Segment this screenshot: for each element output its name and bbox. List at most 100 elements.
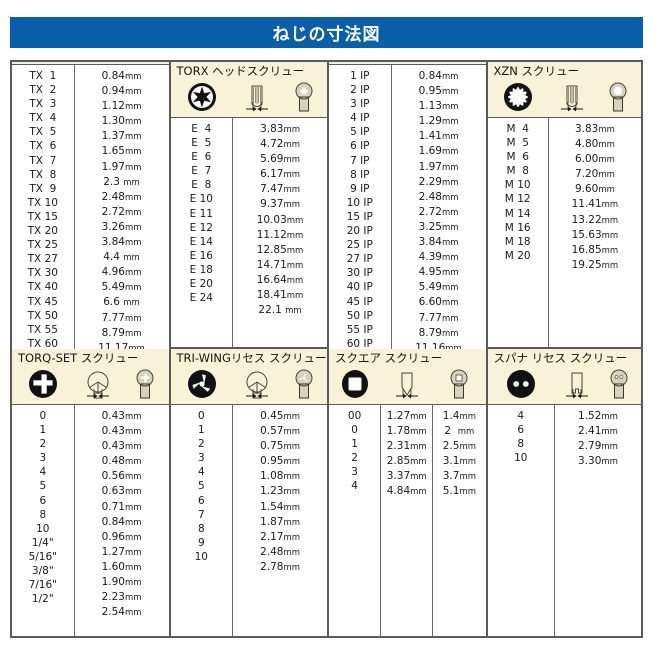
value: 1.27 bbox=[386, 410, 411, 422]
table-cell: 3.26mm bbox=[75, 220, 169, 235]
value: 2.23 bbox=[101, 591, 125, 604]
value: 8.79 bbox=[101, 326, 125, 339]
value: 6.6 bbox=[103, 296, 124, 309]
value: 3.30 bbox=[578, 455, 602, 468]
table-cell: TX 50 bbox=[27, 309, 58, 322]
value: 1.12 bbox=[101, 100, 125, 113]
table-cell: 2.17mm bbox=[233, 530, 327, 545]
unit: mm bbox=[286, 291, 304, 302]
screw-head-icon bbox=[122, 364, 169, 404]
value: 2.17 bbox=[260, 530, 284, 543]
unit: mm bbox=[283, 517, 301, 528]
page-title: ねじの寸法図 bbox=[272, 25, 381, 45]
table-cell: 3.25mm bbox=[392, 220, 486, 235]
unit: mm bbox=[124, 313, 142, 324]
table-cell: 8 bbox=[517, 438, 525, 451]
table-cell: 5/16" bbox=[28, 550, 57, 563]
group-torx: TORX スクリューTX 1TX 2TX 3TX 4TX 5TX 6TX 7TX… bbox=[12, 62, 171, 386]
unit: mm bbox=[441, 87, 459, 98]
group-body-torq-set: 0 1 2 3 4 5 6 8 10 1/4" 5/16" 3/8" 7/16" 1/2" 0.43mm 0.… bbox=[12, 405, 169, 636]
value: 5.1 bbox=[442, 485, 460, 498]
value: 4.84 bbox=[386, 485, 411, 498]
table-cell: 6 bbox=[197, 494, 205, 507]
table-cell: 0.43mm bbox=[75, 424, 169, 439]
unit: mm bbox=[441, 192, 459, 203]
table-cell: TX 27 bbox=[27, 253, 58, 266]
column-size-code: 00 0 1 2 3 4 bbox=[329, 405, 382, 636]
unit: mm bbox=[459, 412, 477, 422]
table-cell: 18.41mm bbox=[233, 288, 327, 303]
value: 2.31 bbox=[386, 440, 411, 453]
table-cell: 1 bbox=[351, 438, 358, 451]
value: 1.78 bbox=[386, 425, 411, 438]
value: 18.41 bbox=[256, 289, 287, 302]
group-label: スパナ リセス スクリュー bbox=[493, 351, 628, 365]
value: 4.96 bbox=[101, 266, 125, 279]
table-cell: 11.41mm bbox=[549, 197, 641, 212]
value: 0.84 bbox=[418, 70, 442, 82]
unit: mm bbox=[124, 578, 142, 589]
unit: mm bbox=[124, 72, 142, 82]
unit: mm bbox=[124, 442, 142, 453]
value: 0.43 bbox=[101, 410, 125, 422]
value: 0.45 bbox=[260, 410, 284, 422]
value: 1.65 bbox=[101, 145, 125, 158]
unit: mm bbox=[283, 457, 301, 468]
table-cell: 5 bbox=[39, 480, 47, 493]
table-cell: 3.1mm bbox=[433, 454, 485, 469]
table-cell: 16.64mm bbox=[233, 273, 327, 288]
table-cell: 40 IP bbox=[346, 281, 373, 294]
table-cell: 1.65mm bbox=[75, 144, 169, 159]
unit: mm bbox=[598, 155, 615, 166]
table-cell: TX 7 bbox=[29, 154, 57, 167]
value: 1.97 bbox=[101, 160, 125, 173]
unit: mm bbox=[601, 427, 618, 438]
table-cell: 1.27mm bbox=[381, 409, 432, 424]
table-cell: 4.96mm bbox=[75, 265, 169, 280]
table-cell: E 6 bbox=[191, 151, 212, 164]
table-cell: 2.48mm bbox=[75, 190, 169, 205]
group-header-xzn: XZN スクリュー bbox=[487, 62, 641, 118]
unit: mm bbox=[459, 457, 477, 468]
unit: mm bbox=[124, 457, 142, 468]
unit: mm bbox=[286, 215, 304, 226]
table-cell: 1.29mm bbox=[392, 114, 486, 129]
unit: mm bbox=[459, 442, 477, 453]
value: 1.29 bbox=[418, 115, 442, 128]
value: 10.03 bbox=[256, 213, 287, 226]
value: 1.4 bbox=[442, 410, 460, 422]
table-cell: 4 bbox=[197, 466, 205, 479]
value: 4.39 bbox=[418, 251, 442, 264]
bit-tip-dimension-icon bbox=[381, 364, 433, 404]
value: 2.41 bbox=[578, 425, 602, 438]
unit: mm bbox=[410, 442, 427, 453]
table-cell: 1.27mm bbox=[75, 545, 169, 560]
group-header-torx-head: TORX ヘッドスクリュー bbox=[170, 62, 327, 118]
table-cell: 2 bbox=[39, 438, 47, 451]
group-square: スクエア スクリュー 00 0 1 2 3 4 1.27mm 1.78mm 2.31mm 2.85m… bbox=[329, 349, 488, 636]
unit: mm bbox=[283, 412, 301, 422]
table-cell: 16.85mm bbox=[549, 243, 641, 258]
table-cell: 0.56mm bbox=[75, 469, 169, 484]
value: 6.00 bbox=[574, 153, 599, 166]
table-cell: 2.48mm bbox=[392, 190, 486, 205]
table-cell: 7 IP bbox=[350, 154, 370, 167]
table-cell: 2.3 mm bbox=[75, 175, 169, 190]
value: 9.37 bbox=[260, 198, 284, 211]
unit: mm bbox=[286, 260, 304, 271]
bit-tip-dimension-icon bbox=[233, 77, 280, 117]
table-cell: 27 IP bbox=[346, 253, 373, 266]
unit: mm bbox=[283, 427, 301, 438]
unit: mm bbox=[598, 125, 615, 135]
unit: mm bbox=[124, 412, 142, 422]
table-cell: 4 IP bbox=[350, 112, 370, 125]
table-cell: 2.29mm bbox=[392, 175, 486, 190]
value: 0.43 bbox=[101, 440, 125, 453]
value: 0.43 bbox=[101, 425, 125, 438]
table-cell: E 5 bbox=[191, 137, 212, 150]
table-cell: 3.30mm bbox=[555, 454, 641, 469]
table-cell: 2 bbox=[197, 438, 205, 451]
value: 0.95 bbox=[260, 455, 284, 468]
